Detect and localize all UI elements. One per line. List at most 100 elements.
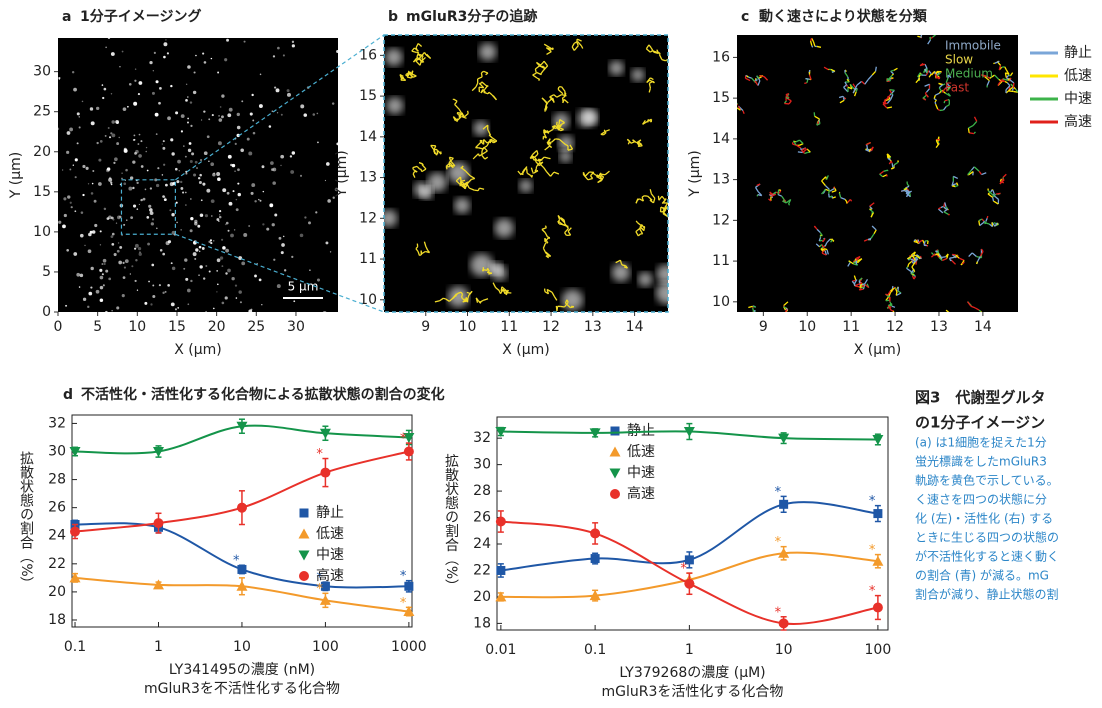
track xyxy=(920,74,923,75)
spot xyxy=(205,214,208,217)
spot xyxy=(83,298,86,301)
spot xyxy=(119,246,122,249)
track xyxy=(778,190,779,195)
significance-mark: * xyxy=(869,543,876,558)
spot xyxy=(187,121,189,123)
spot xyxy=(98,182,102,186)
track xyxy=(943,313,945,316)
track xyxy=(670,53,671,55)
track xyxy=(537,160,542,161)
spot xyxy=(162,253,165,256)
spot xyxy=(25,181,27,183)
spot xyxy=(121,172,123,174)
y-tick-label: 26 xyxy=(473,510,491,526)
spot xyxy=(277,284,281,288)
spot xyxy=(216,291,217,292)
track xyxy=(968,128,969,133)
track xyxy=(488,92,489,94)
track xyxy=(949,214,950,215)
spot xyxy=(105,270,108,273)
spot xyxy=(202,183,205,186)
spot xyxy=(140,140,142,142)
spot xyxy=(75,176,77,178)
spot xyxy=(185,204,187,206)
spot xyxy=(102,84,104,86)
spot xyxy=(38,273,40,275)
spot xyxy=(117,250,120,253)
track xyxy=(752,312,754,314)
spot xyxy=(110,132,112,134)
caption-title: の1分子イメージン xyxy=(915,414,1045,432)
track xyxy=(565,93,566,96)
y-tick-label: 18 xyxy=(473,615,491,631)
spot xyxy=(176,222,178,224)
spot xyxy=(162,143,163,144)
spot xyxy=(64,214,67,217)
spot xyxy=(280,165,281,166)
track xyxy=(468,111,469,114)
spot xyxy=(82,101,84,103)
track xyxy=(955,186,958,187)
spot xyxy=(105,311,108,314)
y-tick-label: 30 xyxy=(33,64,51,80)
spot xyxy=(227,269,231,273)
spot xyxy=(284,269,286,271)
spot xyxy=(190,280,192,282)
spot xyxy=(146,28,148,30)
spot xyxy=(170,346,171,347)
spot xyxy=(129,83,132,86)
spot xyxy=(76,273,80,277)
x-tick-label: 13 xyxy=(584,319,602,335)
spot xyxy=(119,216,121,218)
y-tick-label: 24 xyxy=(48,528,66,544)
track xyxy=(535,69,536,73)
spot xyxy=(206,189,210,193)
track xyxy=(748,77,751,78)
page: {"chart_data": [ {"type": "image", "pane… xyxy=(0,0,1102,708)
spot xyxy=(195,55,197,57)
spot xyxy=(656,282,678,304)
spot xyxy=(8,207,10,209)
track xyxy=(935,102,936,104)
spot xyxy=(156,228,158,230)
spot xyxy=(137,208,139,210)
track xyxy=(993,197,994,201)
spot xyxy=(130,216,133,219)
spot xyxy=(146,216,149,219)
spot xyxy=(133,135,135,137)
spot xyxy=(82,165,85,168)
spot xyxy=(368,362,369,363)
spot xyxy=(287,93,291,97)
x-tick-label: 10 xyxy=(233,639,251,655)
spot xyxy=(202,24,204,26)
significance-mark: * xyxy=(233,554,240,569)
spot xyxy=(203,110,205,112)
spot xyxy=(76,316,79,319)
annotation: Slow xyxy=(945,53,973,67)
y-tick-label: 18 xyxy=(48,612,66,628)
spot xyxy=(54,144,56,146)
spot xyxy=(133,139,135,141)
spot xyxy=(229,202,233,206)
spot xyxy=(162,147,165,150)
spot xyxy=(122,294,125,297)
spot xyxy=(300,104,304,108)
spot xyxy=(230,234,234,238)
spot xyxy=(88,183,89,184)
spot xyxy=(221,94,224,97)
spot xyxy=(91,192,94,195)
spot xyxy=(154,52,156,54)
spot xyxy=(50,250,52,252)
track xyxy=(979,221,980,226)
y-tick-label: 32 xyxy=(48,415,66,431)
spot xyxy=(100,230,102,232)
legend-label: 高速 xyxy=(1064,113,1092,130)
spot xyxy=(111,367,113,369)
spot xyxy=(248,310,252,314)
spot xyxy=(165,291,167,293)
spot xyxy=(110,182,112,184)
x-tick-label: 0.1 xyxy=(584,642,606,658)
spot xyxy=(218,141,222,145)
significance-mark: * xyxy=(316,582,323,597)
track xyxy=(805,79,809,80)
